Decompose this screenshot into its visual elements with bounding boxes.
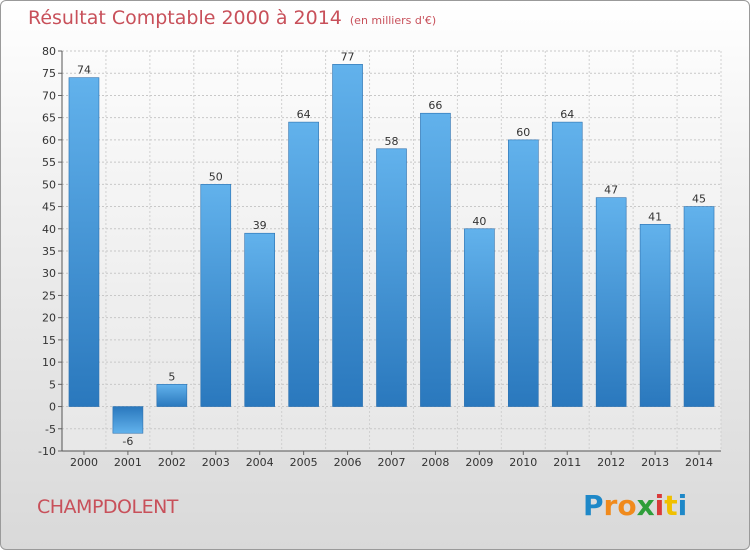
x-tick-label-2008: 2008 (421, 456, 449, 469)
bar-2005 (288, 121, 319, 407)
y-tick-label: 30 (42, 267, 56, 280)
bar-2014 (683, 206, 715, 407)
bar-2010 (507, 139, 539, 407)
data-label-2001: -6 (122, 435, 133, 448)
bar-2004 (244, 232, 275, 407)
chart-title: Résultat Comptable 2000 à 2014 (en millie… (28, 7, 436, 29)
data-label-2002: 5 (168, 370, 175, 383)
x-tick-label-2011: 2011 (553, 456, 581, 469)
data-label-2008: 66 (428, 99, 442, 112)
y-tick-label: 10 (42, 356, 56, 369)
data-labels: 74 -6 5 50 39 64 77 58 66 40 60 64 47 41 45 (77, 50, 706, 448)
bar-2009 (464, 228, 495, 407)
x-tick-label-2003: 2003 (202, 456, 230, 469)
data-label-2012: 47 (604, 184, 618, 197)
y-tick-label: 15 (42, 334, 56, 347)
data-label-2009: 40 (472, 215, 486, 228)
x-tick-label-2014: 2014 (685, 456, 713, 469)
bar-2011 (551, 121, 583, 407)
bar-2012 (595, 197, 627, 407)
logo-letter: x (636, 489, 655, 522)
y-tick-label: 60 (42, 134, 56, 147)
y-tick-label: 50 (42, 178, 56, 191)
x-tick-label-2004: 2004 (246, 456, 274, 469)
x-tick-label-2000: 2000 (70, 456, 98, 469)
y-tick-label: 45 (42, 201, 56, 214)
town-name: CHAMPDOLENT (37, 496, 178, 518)
x-tick-label-2010: 2010 (509, 456, 537, 469)
logo-letter: P (583, 489, 604, 522)
chart-title-text: Résultat Comptable 2000 à 2014 (28, 7, 342, 29)
bar-2006 (332, 64, 363, 407)
y-tick-label: 75 (42, 67, 56, 80)
bar-2007 (376, 148, 407, 407)
x-tick-label-2007: 2007 (378, 456, 406, 469)
axes (58, 50, 721, 455)
y-tick-label: 5 (49, 378, 56, 391)
x-tick-label-2012: 2012 (597, 456, 625, 469)
bar-2003 (200, 184, 232, 407)
x-tick-label-2013: 2013 (641, 456, 669, 469)
y-tick-label: 20 (42, 312, 56, 325)
logo-letter: t (664, 489, 678, 522)
data-label-2007: 58 (385, 135, 399, 148)
data-label-2011: 64 (560, 108, 574, 121)
y-tick-label: 55 (42, 156, 56, 169)
y-tick-label: 0 (49, 401, 56, 414)
data-label-2010: 60 (516, 126, 530, 139)
y-tick-label: 70 (42, 89, 56, 102)
bar-2001 (112, 406, 144, 434)
y-tick-label: -5 (45, 423, 56, 436)
y-tick-label: 35 (42, 245, 56, 258)
x-tick-label-2006: 2006 (334, 456, 362, 469)
y-tick-label: 80 (42, 45, 56, 58)
y-tick-labels: -10 -5 0 5 10 15 20 25 30 35 40 45 50 55 60 65 70 75 80 (38, 45, 56, 458)
logo-letter: i (677, 489, 688, 522)
bar-2002 (156, 384, 188, 407)
x-tick-label-2005: 2005 (290, 456, 318, 469)
x-tick-labels: 2000 2001 2002 2003 2004 2005 2006 2007 2008 2009… (70, 456, 713, 469)
y-tick-label: -10 (38, 445, 56, 458)
x-tick-label-2009: 2009 (465, 456, 493, 469)
chart-subtitle: (en milliers d'€) (349, 14, 437, 27)
data-label-2013: 41 (648, 210, 662, 223)
y-tick-label: 25 (42, 289, 56, 302)
bar-2013 (639, 224, 671, 407)
logo-letter: i (654, 489, 665, 522)
data-label-2006: 77 (341, 50, 355, 63)
bar-2000 (68, 77, 100, 407)
y-tick-label: 65 (42, 112, 56, 125)
bars (68, 64, 715, 434)
x-tick-label-2002: 2002 (158, 456, 186, 469)
logo-letter: r (603, 489, 618, 522)
data-label-2014: 45 (692, 193, 706, 206)
bar-2008 (420, 112, 451, 407)
data-label-2000: 74 (77, 64, 91, 77)
data-label-2004: 39 (253, 219, 267, 232)
x-tick-label-2001: 2001 (114, 456, 142, 469)
logo-letter: o (617, 489, 637, 522)
proxiti-logo: Proxiti (583, 489, 687, 522)
data-label-2003: 50 (209, 170, 223, 183)
data-label-2005: 64 (297, 108, 311, 121)
y-tick-label: 40 (42, 223, 56, 236)
